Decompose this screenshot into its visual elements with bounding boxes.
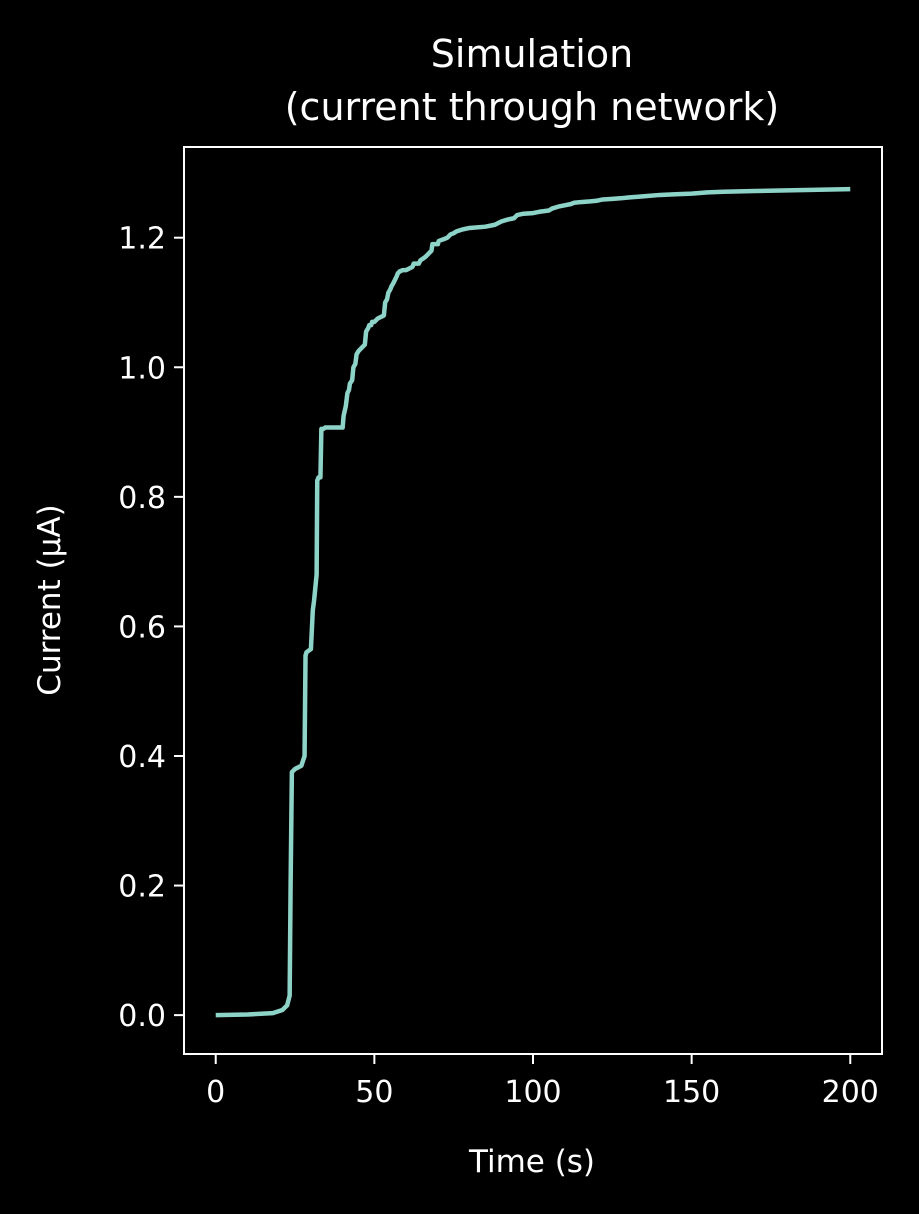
plot-area [215,186,851,1018]
y-tick-label: 0.2 [118,870,166,905]
x-tick-label: 0 [206,1075,225,1110]
x-tick-label: 150 [663,1075,720,1110]
x-tick-label: 200 [822,1075,879,1110]
chart-title-line-2: (current through network) [285,85,780,129]
chart-title-line-1: Simulation [431,32,633,76]
y-axis-label: Current (μA) [32,504,68,695]
y-tick-label: 1.2 [118,222,166,257]
x-axis-label: Time (s) [468,1144,595,1180]
x-tick-label: 50 [355,1075,393,1110]
y-tick-label: 1.0 [118,351,166,386]
x-tick-label: 100 [504,1075,561,1110]
series-line-1 [215,186,851,1018]
y-tick-label: 0.6 [118,610,166,645]
y-tick-label: 0.4 [118,740,166,775]
y-tick-label: 0.8 [118,481,166,516]
plot-frame [183,146,883,1055]
axis-ticks: 0 50 100 150 200 0.0 0.2 0.4 0.6 0.8 1.0 1.2 [118,222,879,1110]
y-tick-label: 0.0 [118,999,166,1034]
